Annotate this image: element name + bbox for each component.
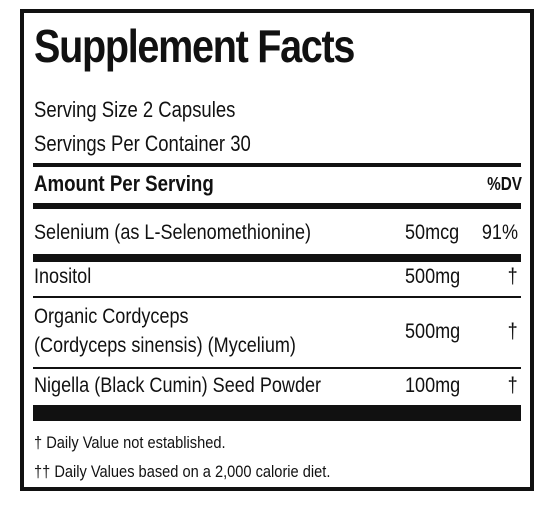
ingredient-amount: 100mg	[405, 374, 461, 397]
serving-size: Serving Size 2 Capsules	[34, 97, 236, 122]
ingredient-dv: †	[507, 374, 518, 397]
footnote-calorie-diet: †† Daily Values based on a 2,000 calorie…	[34, 462, 331, 481]
panel-title: Supplement Facts	[34, 20, 355, 72]
footnote-dv-not-established: † Daily Value not established.	[34, 433, 226, 452]
servings-per-container: Servings Per Container 30	[34, 131, 251, 156]
ingredient-dv: †	[507, 265, 518, 288]
row-divider-thick	[33, 254, 521, 262]
footer-bar	[33, 405, 521, 421]
ingredient-amount: 500mg	[405, 320, 461, 343]
ingredient-dv: 91%	[481, 221, 518, 244]
ingredient-name: Selenium (as L-Selenomethionine)	[34, 221, 312, 244]
ingredient-name-line1: Organic Cordyceps	[34, 305, 189, 328]
ingredient-name: Nigella (Black Cumin) Seed Powder	[34, 374, 322, 397]
row-divider	[33, 296, 521, 298]
ingredient-name-line2: (Cordyceps sinensis) (Mycelium)	[34, 334, 296, 357]
header-bar	[33, 203, 521, 209]
header-bar-top	[33, 163, 521, 167]
dv-column-header: %DV	[487, 174, 522, 194]
ingredient-name: Inositol	[34, 265, 92, 288]
supplement-facts-panel: Supplement Facts Serving Size 2 Capsules…	[20, 9, 534, 491]
ingredient-dv: †	[507, 320, 518, 343]
ingredient-amount: 500mg	[405, 265, 461, 288]
row-divider	[33, 367, 521, 369]
amount-per-serving-label: Amount Per Serving	[34, 171, 214, 196]
ingredient-amount: 50mcg	[405, 221, 460, 244]
